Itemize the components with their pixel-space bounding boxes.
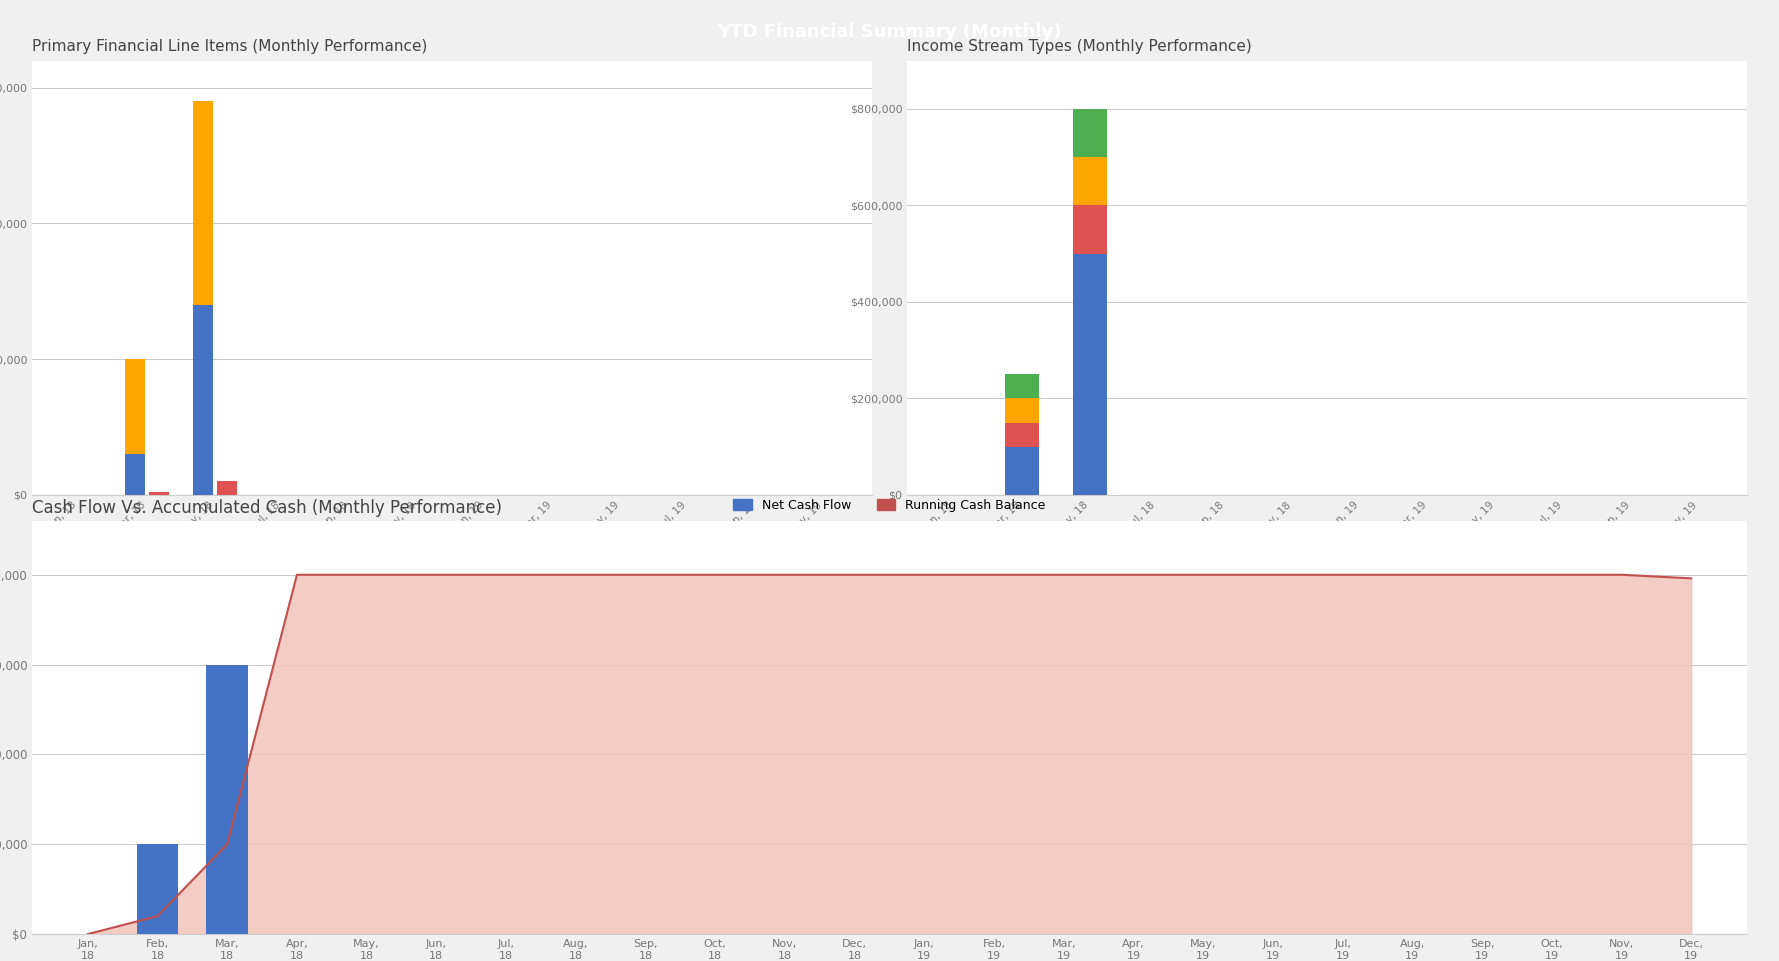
Legend: Net Cash Flow, Running Cash Balance: Net Cash Flow, Running Cash Balance bbox=[728, 494, 1051, 517]
Bar bbox=[1073, 109, 1107, 157]
Bar bbox=[206, 665, 247, 934]
Bar bbox=[192, 305, 213, 495]
Text: Primary Financial Line Items (Monthly Performance): Primary Financial Line Items (Monthly Pe… bbox=[32, 38, 427, 54]
Bar bbox=[192, 101, 213, 305]
Legend: EBITDA, Total Expense Items, Total Income: EBITDA, Total Expense Items, Total Incom… bbox=[265, 561, 639, 584]
Text: Cash Flow Vs. Accumulated Cash (Monthly Performance): Cash Flow Vs. Accumulated Cash (Monthly … bbox=[32, 499, 502, 516]
Bar bbox=[125, 359, 146, 455]
Bar bbox=[137, 845, 178, 934]
Bar bbox=[125, 455, 146, 495]
Bar bbox=[1073, 157, 1107, 206]
Legend: Stream 4, Stream 3, Stream 2, Subscription Revenue: Stream 4, Stream 3, Stream 2, Subscripti… bbox=[1087, 561, 1567, 584]
Bar bbox=[217, 481, 237, 495]
Bar bbox=[1005, 423, 1039, 447]
Bar bbox=[1005, 374, 1039, 399]
Bar bbox=[1005, 399, 1039, 423]
Bar bbox=[1005, 447, 1039, 495]
Bar bbox=[1073, 254, 1107, 495]
Bar bbox=[1073, 206, 1107, 254]
Text: Income Stream Types (Monthly Performance): Income Stream Types (Monthly Performance… bbox=[907, 38, 1252, 54]
Text: YTD Financial Summary (Monthly): YTD Financial Summary (Monthly) bbox=[717, 23, 1062, 40]
Bar bbox=[149, 492, 169, 495]
